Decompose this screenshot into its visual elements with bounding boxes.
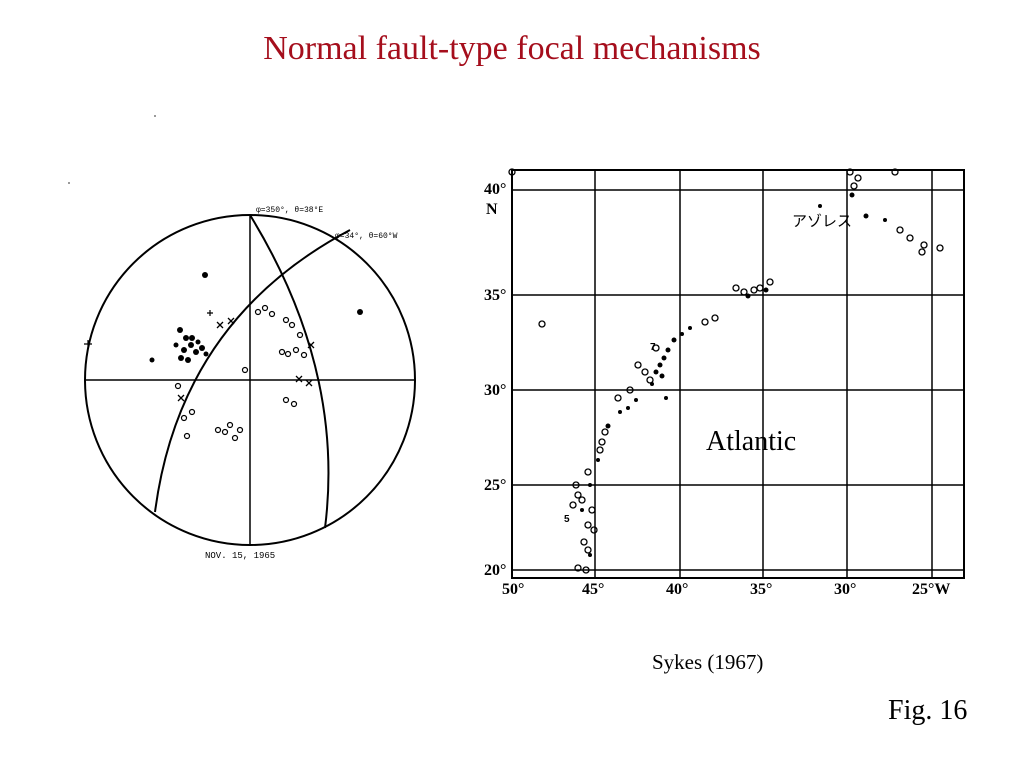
y-unit-n: N <box>486 201 498 218</box>
y-tick-35: 35° <box>484 287 506 304</box>
epicenters-open <box>508 168 944 574</box>
map-grid <box>512 170 964 578</box>
scan-speck <box>68 182 70 184</box>
plus-points <box>84 310 213 348</box>
dilatation-points <box>174 304 308 442</box>
y-tick-40: 40° <box>484 181 506 198</box>
slide-title: Normal fault-type focal mechanisms <box>263 30 761 67</box>
right-plane-label: φ=34°, θ=60°W <box>335 232 398 241</box>
x-tick-35: 35° <box>750 581 772 598</box>
date-label: NOV. 15, 1965 <box>205 551 275 561</box>
focal-mechanism-stereonet: φ=350°, θ=38°E φ=34°, θ=60°W NOV. 15, 19… <box>84 206 416 561</box>
x-tick-30: 30° <box>834 581 856 598</box>
nodal-points <box>177 317 315 402</box>
y-tick-25: 25° <box>484 477 506 494</box>
figure-credit: Sykes (1967) <box>652 650 764 674</box>
nodal-plane-1 <box>249 214 330 529</box>
x-tick-50: 50° <box>502 581 524 598</box>
map-frame <box>511 169 965 579</box>
figure-number: Fig. 16 <box>888 695 968 726</box>
epicenters-filled <box>580 192 887 557</box>
scan-speck <box>154 115 156 117</box>
compression-points <box>149 272 363 363</box>
y-tick-30: 30° <box>484 382 506 399</box>
top-plane-label: φ=350°, θ=38°E <box>256 206 323 215</box>
x-tick-45: 45° <box>582 581 604 598</box>
event-label-5: 5 <box>564 514 570 525</box>
y-tick-20: 20° <box>484 562 506 579</box>
atlantic-label: Atlantic <box>706 426 797 457</box>
nodal-plane-2 <box>154 229 351 513</box>
epicenter-map: 40° N 35° 30° 25° 20° 50° 45° 40° 35° 30… <box>484 168 965 598</box>
azores-label: アゾレス <box>792 212 852 230</box>
x-tick-40: 40° <box>666 581 688 598</box>
x-tick-25w: 25°W <box>912 581 950 598</box>
